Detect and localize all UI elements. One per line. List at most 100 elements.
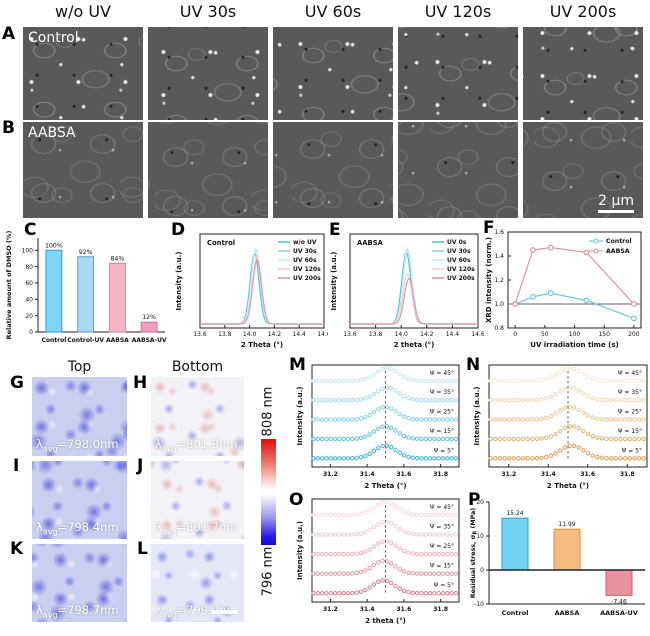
lambda-avg-label-g: λavg=798.0nm (36, 436, 119, 453)
svg-text:UV 200s: UV 200s (293, 275, 321, 282)
svg-text:Control-UV: Control-UV (67, 337, 104, 344)
column-header-uv30s: UV 30s (179, 2, 237, 21)
svg-text:Ψ = 35°: Ψ = 35° (430, 524, 454, 531)
svg-text:Ψ = 45°: Ψ = 45° (430, 370, 454, 377)
svg-text:1.0: 1.0 (494, 301, 504, 308)
svg-text:31.6: 31.6 (396, 471, 411, 478)
svg-text:11.99: 11.99 (558, 521, 575, 528)
svg-text:80: 80 (25, 264, 33, 271)
panel-letter-e: E (329, 220, 341, 240)
svg-text:31.6: 31.6 (580, 471, 595, 478)
svg-text:2 Theta (°): 2 Theta (°) (241, 341, 283, 349)
svg-text:14.6: 14.6 (471, 331, 484, 338)
micrograph-control-wo-uv: Control (23, 27, 143, 120)
micrograph-aabsa-wo-uv: AABSA (23, 122, 143, 218)
svg-text:13.6: 13.6 (193, 331, 207, 338)
svg-text:50: 50 (541, 331, 549, 338)
svg-text:Ψ = 5°: Ψ = 5° (434, 582, 454, 589)
micrograph-aabsa-uv120s (398, 122, 518, 218)
svg-text:31.4: 31.4 (360, 471, 375, 478)
svg-text:2 theta (°): 2 theta (°) (365, 617, 406, 625)
svg-text:31.2: 31.2 (323, 471, 338, 478)
svg-text:AABSA-UV: AABSA-UV (132, 337, 167, 344)
svg-text:14.6: 14.6 (317, 331, 328, 338)
panel-a-inset-label: Control (28, 30, 79, 46)
svg-text:200: 200 (628, 331, 640, 338)
svg-text:2 Theta (°): 2 Theta (°) (364, 482, 406, 490)
panel-letter-i: I (13, 456, 20, 476)
svg-text:Residual stress, σR (MPa): Residual stress, σR (MPa) (470, 508, 479, 598)
svg-text:Ψ = 5°: Ψ = 5° (622, 447, 642, 454)
svg-text:20: 20 (25, 313, 33, 320)
panel-letter-b: B (2, 118, 15, 138)
lambda-avg-label-k: λavg=798.7nm (36, 602, 119, 619)
colorbar-bottom-label: 796 nm (260, 546, 276, 597)
svg-text:20: 20 (476, 499, 484, 506)
svg-text:UV 200s: UV 200s (447, 275, 475, 282)
svg-text:Control: Control (502, 609, 529, 617)
map-scale-bar (212, 610, 238, 614)
svg-text:100%: 100% (45, 242, 63, 249)
svg-text:AABSA: AABSA (357, 239, 384, 247)
micrograph-control-uv120s (398, 27, 518, 120)
svg-text:2 theta (°): 2 theta (°) (394, 341, 435, 349)
svg-text:0.8: 0.8 (494, 325, 504, 332)
chart-psi-scan-o: Ψ = 45° Ψ = 35° Ψ = 25° Ψ = 15° Ψ = 5° 31.2 31… (294, 494, 462, 632)
scale-bar-label: 2 μm (598, 193, 634, 209)
svg-text:Ψ = 45°: Ψ = 45° (430, 504, 454, 511)
chart-psi-scan-n: Ψ = 45° Ψ = 35° Ψ = 25° Ψ = 15° Ψ = 5° 31.2 31… (471, 360, 650, 497)
column-header-wo-uv: w/o UV (54, 2, 111, 21)
svg-text:-10: -10 (474, 601, 484, 608)
svg-text:14.4: 14.4 (446, 331, 460, 338)
svg-text:31.6: 31.6 (396, 606, 411, 613)
wavelength-map-h: λavg=801.9nm (151, 377, 244, 456)
svg-text:150: 150 (598, 331, 610, 338)
svg-text:2 Theta (°): 2 Theta (°) (547, 482, 589, 490)
column-header-uv120s: UV 120s (424, 2, 492, 21)
svg-text:31.8: 31.8 (620, 471, 635, 478)
chart-xrd-control: 13.6 13.8 14.0 14.2 14.4 14.6 Control w/o UV UV … (172, 226, 331, 354)
svg-text:Intensity (a.u.): Intensity (a.u.) (330, 251, 338, 310)
svg-text:31.2: 31.2 (501, 471, 516, 478)
micrograph-control-uv30s (148, 27, 268, 120)
chart-psi-scan-m: Ψ = 45° Ψ = 35° Ψ = 25° Ψ = 15° Ψ = 5° 31.2 31… (294, 360, 462, 497)
svg-text:Ψ = 15°: Ψ = 15° (430, 563, 454, 570)
svg-text:AABSA: AABSA (606, 248, 630, 255)
maps-bottom-header: Bottom (171, 359, 224, 375)
column-header-uv60s: UV 60s (304, 2, 362, 21)
svg-text:UV irradiation time (s): UV irradiation time (s) (530, 341, 618, 349)
scale-bar-line (598, 210, 634, 213)
svg-text:0: 0 (513, 331, 517, 338)
chart-xrd-aabsa: 13.6 13.8 14.0 14.2 14.4 14.6 AABSA UV 0s UV 30s… (327, 226, 485, 354)
micrograph-aabsa-uv60s (273, 122, 393, 218)
svg-text:Ψ = 45°: Ψ = 45° (618, 370, 642, 377)
svg-text:14.2: 14.2 (268, 331, 282, 338)
svg-text:AABSA-UV: AABSA-UV (600, 609, 638, 617)
svg-text:UV 60s: UV 60s (447, 257, 471, 264)
panel-letter-f: F (483, 218, 495, 238)
svg-text:Control: Control (606, 238, 632, 245)
scale-bar: 2 μm (598, 193, 634, 213)
svg-text:Control: Control (41, 337, 66, 344)
wavelength-map-j: λavg=801.7nm (151, 461, 244, 539)
svg-text:w/o UV: w/o UV (293, 239, 317, 246)
micrograph-control-uv60s (273, 27, 393, 120)
colorbar-top-label: 808 nm (260, 386, 276, 437)
panel-letter-j: J (137, 456, 144, 476)
colorbar (261, 439, 276, 545)
lambda-avg-label-h: λavg=801.9nm (155, 436, 238, 453)
svg-text:84%: 84% (110, 255, 124, 262)
panel-letter-h: H (133, 373, 148, 393)
svg-text:10: 10 (476, 533, 484, 540)
svg-text:31.4: 31.4 (360, 606, 375, 613)
svg-text:1.2: 1.2 (494, 277, 504, 284)
panel-letter-a: A (2, 24, 16, 44)
svg-text:UV 120s: UV 120s (447, 266, 475, 273)
micrograph-aabsa-uv200s: 2 μm (523, 122, 643, 218)
column-header-uv200s: UV 200s (549, 2, 617, 21)
svg-text:Ψ = 15°: Ψ = 15° (430, 428, 454, 435)
panel-b-inset-label: AABSA (28, 125, 76, 141)
panel-letter-d: D (171, 220, 186, 240)
svg-text:Intensity (a.u.): Intensity (a.u.) (473, 386, 481, 445)
